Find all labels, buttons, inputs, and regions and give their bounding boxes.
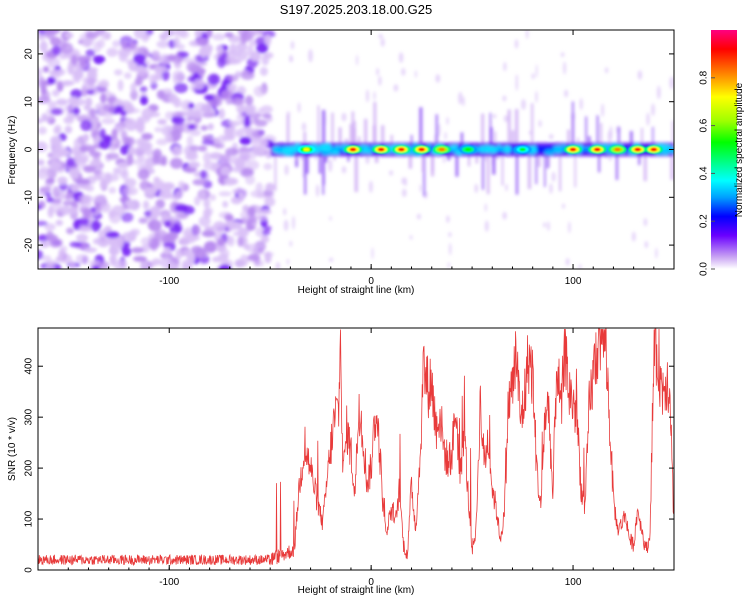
ridge-peak-8 (564, 145, 582, 154)
colorbar-tick-label: 0.2 (699, 214, 710, 228)
chart-title: S197.2025.203.18.00.G25 (280, 2, 433, 17)
snr-axes: -100 0 100 0 100 200 300 400 (24, 328, 675, 588)
ridge-peak-4 (412, 145, 431, 154)
colorbar-tick-label: 0.8 (699, 70, 710, 84)
spectrogram-x-tick-label: -100 (159, 276, 179, 287)
colorbar-ticks: 0.0 0.2 0.4 0.6 0.8 (699, 70, 715, 276)
ridge-peaks (297, 145, 663, 154)
colorbar-gradient (711, 30, 737, 269)
ridge-peak-0 (297, 145, 316, 154)
snr-line-area (38, 328, 674, 567)
spectrogram-heatmap (38, 30, 674, 269)
snr-plot-frame (37, 327, 675, 571)
colorbar: 0.0 0.2 0.4 0.6 0.8 Normalized spectral ampl… (699, 30, 745, 276)
snr-y-axis-label: SNR (10 * v/v) (7, 417, 18, 481)
ridge-peak-9 (588, 145, 607, 154)
ridge-peak-5 (432, 145, 451, 154)
spectrogram-y-axis-label: Frequency (Hz) (7, 116, 18, 185)
spectrogram-x-tick-label: 0 (368, 276, 374, 287)
spectrogram-x-axis-label: Height of straight line (km) (298, 285, 415, 296)
ridge-peak-1 (344, 145, 362, 154)
ridge-peak-2 (372, 145, 391, 154)
colorbar-label: Normalized spectral amplitude (734, 82, 745, 217)
snr-x-tick-label: 0 (368, 577, 374, 588)
snr-x-axis-label: Height of straight line (km) (298, 585, 415, 596)
spectrogram-y-tick-label: 20 (24, 48, 35, 60)
ridge-peak-11 (628, 145, 647, 154)
snr-x-tick-label: -100 (159, 577, 179, 588)
colorbar-tick-label: 0.6 (699, 118, 710, 132)
snr-y-tick-label: 100 (24, 510, 35, 527)
ridge-peak-6 (459, 145, 478, 154)
spectrogram-y-tick-label: -20 (24, 237, 35, 252)
heatmap-texture (38, 30, 674, 269)
snr-y-tick-label: 400 (24, 357, 35, 374)
snr-line (38, 328, 674, 567)
spectrogram-y-tick-label: -10 (24, 190, 35, 205)
spectrogram-x-tick-label: 100 (565, 276, 582, 287)
snr-x-tick-label: 100 (565, 577, 582, 588)
spectrogram-y-tick-label: 10 (24, 96, 35, 108)
ridge-peak-10 (608, 145, 627, 154)
colorbar-tick-label: 0.4 (699, 166, 710, 180)
ridge-peak-7 (513, 145, 532, 154)
snr-panel: -100 0 100 0 100 200 300 400 Height of straight… (7, 327, 675, 596)
ridge-peak-3 (392, 145, 411, 154)
spectrogram-y-tick-label: 0 (24, 146, 35, 152)
snr-y-tick-label: 0 (24, 567, 35, 573)
ridge-peak-12 (644, 145, 663, 154)
snr-y-tick-label: 300 (24, 408, 35, 425)
colorbar-tick-label: 0.0 (699, 262, 710, 276)
snr-y-tick-label: 200 (24, 459, 35, 476)
